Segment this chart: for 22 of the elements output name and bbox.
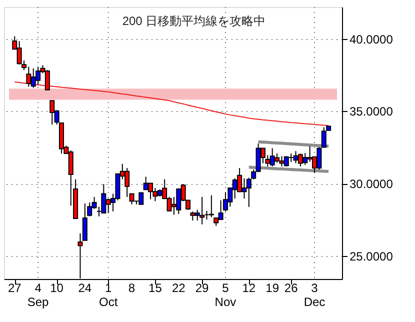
annotation: 200 日移動平均線を攻略中 — [122, 14, 266, 28]
x-tick-label: 24 — [78, 281, 92, 295]
y-tick-label: 35.0000 — [350, 104, 394, 119]
y-tick-label: 40.0000 — [350, 32, 394, 46]
candlestick — [138, 192, 144, 205]
x-tick-label: 12 — [242, 281, 256, 295]
x-tick-label: 5 Nov — [214, 281, 236, 309]
x-tick-label: 4 Sep — [27, 281, 50, 309]
x-tick-label: 29 — [195, 281, 210, 295]
candlestick — [129, 193, 134, 205]
y-tick-label: 25.0000 — [350, 249, 394, 264]
x-tick-label: 1 Oct — [99, 281, 118, 309]
x-tick-label: 19 — [266, 281, 280, 295]
x-tick-label: 3 Dec — [304, 281, 326, 309]
x-tick-label: 22 — [172, 281, 186, 295]
candlestick — [208, 194, 214, 218]
x-tick-label: 8 — [128, 281, 136, 295]
x-tick-label: 27 — [8, 281, 22, 295]
x-tick-label: 15 — [148, 281, 162, 295]
x-tick-label: 26 — [284, 281, 298, 295]
x-tick-label: 10 — [50, 281, 64, 295]
y-tick-label: 30.0000 — [350, 177, 394, 192]
